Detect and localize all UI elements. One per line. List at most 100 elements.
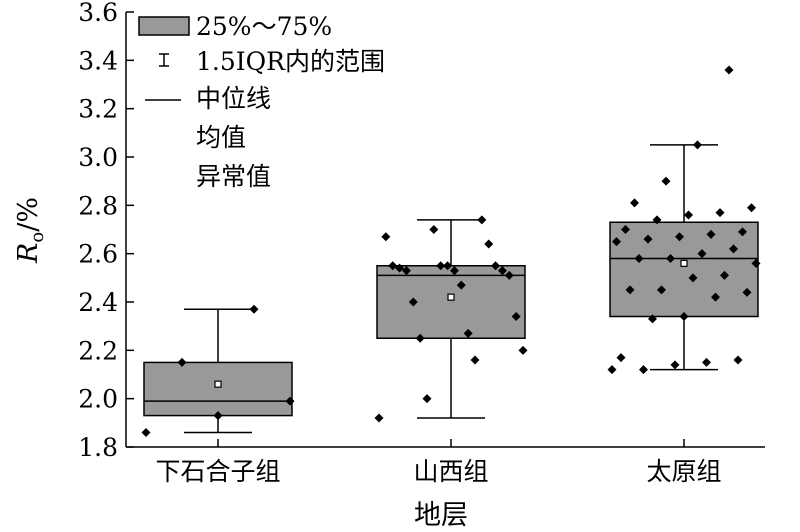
data-point (388, 261, 398, 271)
data-point (141, 428, 151, 437)
data-point (621, 225, 630, 234)
data-point (449, 266, 459, 276)
x-axis-title: 地层 (414, 500, 468, 531)
data-point (720, 270, 729, 280)
data-point (477, 215, 487, 225)
data-point (177, 357, 187, 367)
y-tick-label: 3.0 (78, 143, 118, 172)
data-point (693, 140, 702, 150)
data-point (666, 254, 675, 263)
data-point (395, 263, 405, 273)
y-tick-label: 2.4 (78, 288, 118, 317)
data-point (688, 273, 698, 283)
data-point (401, 266, 411, 276)
data-point (715, 208, 725, 218)
legend-box-label: 25%～75% (196, 12, 332, 41)
mean-marker (447, 293, 455, 301)
data-point (374, 413, 384, 423)
y-axis-title-sub: o (27, 232, 48, 243)
y-tick-label: 3.2 (78, 95, 118, 124)
data-point (415, 333, 425, 343)
data-point (724, 65, 734, 75)
box-iqr (376, 265, 526, 339)
data-point (634, 254, 644, 263)
data-point (429, 225, 439, 234)
legend-whisker-label: 1.5IQR内的范围 (196, 47, 385, 76)
y-tick-label: 3.4 (78, 46, 118, 75)
x-tick-label: 山西组 (413, 457, 488, 486)
data-point (648, 314, 657, 324)
y-tick-label: 2.8 (78, 191, 118, 220)
x-axis: 下石合子组 山西组 太原组 (155, 439, 722, 486)
box-3 (609, 144, 759, 371)
data-point (747, 203, 756, 213)
data-point (470, 355, 480, 365)
data-point (711, 292, 720, 302)
y-axis: 1.8 2.0 2.2 2.4 2.6 2.8 3.0 3.2 3.4 3.6 (78, 0, 134, 462)
data-point (738, 227, 747, 237)
data-point (729, 244, 738, 254)
data-point (702, 357, 711, 367)
data-point (661, 176, 671, 186)
x-tick-label: 太原组 (646, 457, 721, 486)
legend: 25%～75% 1.5IQR内的范围 中位线 均值 异常值 (138, 12, 385, 191)
data-point (616, 353, 626, 363)
legend-mean-label: 均值 (196, 123, 246, 152)
data-point (607, 365, 617, 375)
data-point (612, 237, 621, 247)
box-iqr (609, 221, 759, 318)
data-point (684, 210, 693, 220)
data-point (652, 215, 662, 225)
y-tick-label: 1.8 (78, 433, 118, 462)
y-axis-title-unit: /% (13, 197, 44, 232)
data-point (511, 312, 521, 321)
data-point (630, 198, 639, 208)
box-2 (376, 219, 526, 419)
data-point (213, 411, 223, 421)
data-point (436, 261, 446, 271)
box-iqr (143, 361, 293, 417)
data-point (697, 249, 707, 259)
data-point (285, 396, 295, 406)
data-point (504, 270, 514, 280)
legend-median-label: 中位线 (196, 84, 271, 113)
data-point (518, 345, 528, 355)
data-points (141, 65, 761, 437)
data-point (706, 229, 716, 239)
box-1 (143, 308, 293, 434)
plot-frame (125, 12, 765, 448)
data-point (675, 232, 684, 242)
data-point (679, 312, 689, 321)
legend-outlier-label: 异常值 (196, 162, 271, 191)
y-axis-title-main: R (13, 243, 44, 264)
data-point (443, 261, 453, 271)
box-series (143, 144, 759, 434)
data-point (381, 232, 391, 242)
data-point (484, 239, 494, 249)
mean-marker (680, 259, 688, 267)
y-tick-label: 3.6 (78, 0, 118, 27)
data-point (742, 287, 752, 297)
data-point (456, 280, 466, 290)
data-point (249, 304, 259, 314)
legend-whisker-icon (159, 53, 169, 67)
data-point (463, 328, 473, 338)
data-point (422, 394, 432, 404)
x-tick-label: 下石合子组 (155, 457, 280, 486)
legend-box-swatch (138, 16, 190, 36)
data-point (639, 365, 648, 375)
data-point (751, 258, 761, 268)
y-axis-title: Ro/% (13, 197, 48, 264)
data-point (497, 266, 507, 276)
data-point (657, 285, 666, 295)
data-point (670, 360, 680, 370)
data-point (643, 234, 653, 244)
mean-marker (214, 380, 222, 388)
data-point (408, 297, 418, 307)
data-point (625, 285, 635, 295)
data-point (491, 261, 501, 271)
y-tick-label: 2.6 (78, 240, 118, 269)
y-tick-label: 2.2 (78, 336, 118, 365)
data-point (733, 355, 743, 365)
